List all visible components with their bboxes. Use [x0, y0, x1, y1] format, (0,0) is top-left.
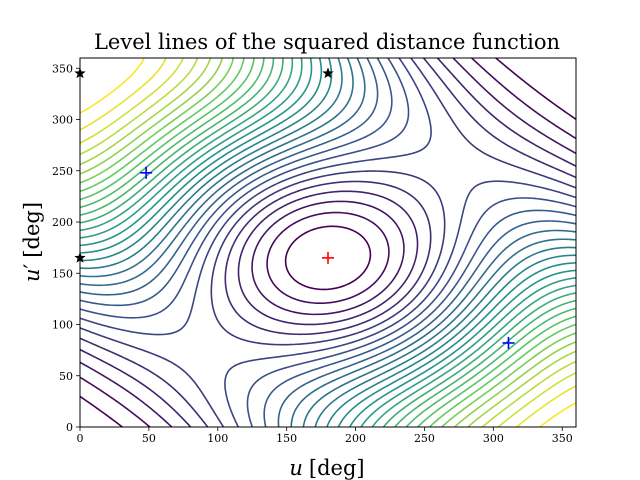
y-axis-ticks: 0 50 100 150 200 250 300 350 — [52, 62, 80, 434]
x-tick-label: 300 — [483, 432, 504, 445]
y-tick-label: 300 — [52, 114, 73, 127]
y-axis-prime: ′ — [20, 263, 44, 268]
x-tick-label: 0 — [77, 432, 84, 445]
contour-level-19 — [80, 58, 576, 427]
contour-level-10 — [80, 58, 576, 427]
y-tick-label: 350 — [52, 62, 73, 75]
chart-title: Level lines of the squared distance func… — [94, 30, 560, 54]
contour-level-1 — [80, 58, 576, 427]
x-axis-ticks: 0 50 100 150 200 250 300 350 — [77, 427, 573, 445]
saddle-marker — [322, 67, 334, 79]
x-axis-label: u [deg] — [289, 456, 364, 480]
y-axis-variable: u — [20, 268, 44, 282]
y-tick-label: 50 — [59, 370, 73, 383]
contour-level-7 — [80, 58, 576, 427]
contour-level-24 — [80, 58, 576, 427]
contour-level-8 — [80, 58, 576, 427]
contour-level-11 — [80, 58, 576, 427]
x-tick-label: 250 — [414, 432, 435, 445]
contour-level-20 — [80, 58, 576, 427]
y-tick-label: 150 — [52, 267, 73, 280]
plot-area — [74, 58, 576, 427]
plot-frame — [79, 57, 577, 428]
y-axis-unit: [deg] — [20, 202, 44, 258]
contour-level-23 — [80, 58, 576, 427]
contour-level-4 — [80, 58, 576, 427]
contour-level-21 — [80, 58, 576, 427]
minimum-marker — [140, 166, 153, 179]
contour-level-5 — [80, 58, 576, 427]
y-tick-label: 250 — [52, 165, 73, 178]
y-tick-label: 0 — [66, 421, 73, 434]
x-tick-label: 100 — [207, 432, 228, 445]
contour-level-13 — [80, 58, 576, 427]
contour-level-14 — [80, 58, 576, 427]
contour-level-29 — [80, 58, 576, 427]
contour-level-18 — [80, 58, 576, 427]
x-axis-variable: u — [289, 456, 303, 480]
minimum-marker — [502, 336, 515, 349]
contour-level-6 — [80, 58, 576, 427]
contour-level-15 — [80, 58, 576, 427]
x-tick-label: 150 — [276, 432, 297, 445]
contour-level-3 — [80, 58, 576, 427]
x-tick-label: 50 — [142, 432, 156, 445]
y-tick-label: 100 — [52, 319, 73, 332]
contour-level-22 — [80, 58, 576, 427]
contour-level-12 — [80, 58, 576, 427]
contour-lines — [80, 58, 576, 427]
contour-level-9 — [80, 58, 576, 427]
maximum-marker — [322, 251, 334, 264]
contour-level-2 — [80, 58, 576, 427]
contour-level-27 — [80, 58, 576, 427]
y-axis-label: u′ [deg] — [20, 202, 44, 282]
x-tick-label: 350 — [552, 432, 573, 445]
x-axis-unit: [deg] — [309, 456, 365, 480]
y-tick-label: 200 — [52, 216, 73, 229]
x-tick-label: 200 — [345, 432, 366, 445]
